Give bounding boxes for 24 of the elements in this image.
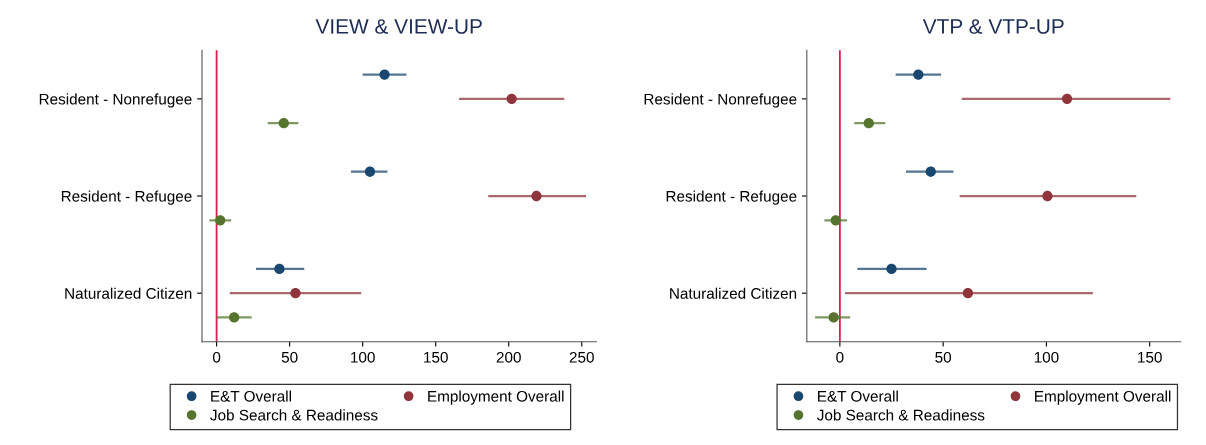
x-tick-label: 100 (1034, 351, 1059, 363)
chart-title: VTP & VTP-UP (922, 19, 1064, 34)
x-tick-label: 0 (836, 351, 844, 363)
chart-title: VIEW & VIEW-UP (315, 19, 482, 34)
legend-label: E&T Overall (818, 390, 898, 402)
legend-label: Employment Overall (428, 390, 564, 405)
legend-label: E&T Overall (211, 390, 291, 402)
x-tick-label: 0 (212, 351, 221, 363)
legend-label: Job Search & Readiness (817, 409, 985, 421)
x-tick-label: 200 (496, 351, 521, 363)
y-tick-label: Resident - Nonrefugee (39, 93, 192, 108)
legend-label: Employment Overall (1035, 390, 1171, 405)
x-tick-label: 50 (281, 351, 298, 363)
legend-label: Job Search & Readiness (210, 409, 378, 421)
y-tick-label: Resident - Refugee (666, 190, 797, 205)
x-tick-label: 100 (351, 351, 375, 363)
y-tick-label: Naturalized Citizen (670, 287, 797, 299)
x-tick-label: 250 (569, 351, 594, 363)
y-tick-label: Naturalized Citizen (65, 287, 192, 299)
x-tick-label: 50 (935, 351, 952, 363)
y-tick-label: Resident - Refugee (61, 190, 192, 205)
x-tick-label: 150 (424, 351, 448, 363)
x-tick-label: 150 (1138, 351, 1162, 363)
y-tick-label: Resident - Nonrefugee (644, 93, 797, 108)
